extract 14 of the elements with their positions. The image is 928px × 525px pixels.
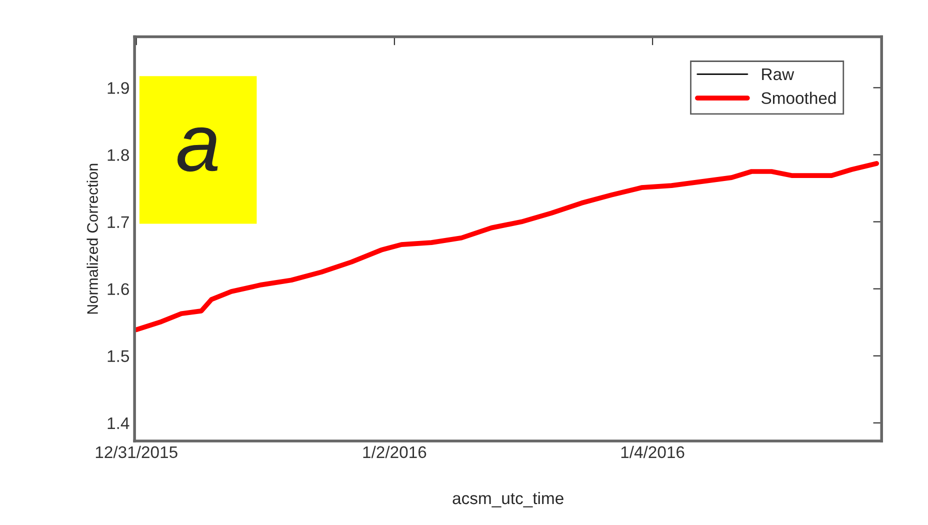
y-tick-label: 1.6 xyxy=(108,283,129,296)
y-tick-label: 1.7 xyxy=(108,216,129,228)
legend-label: Smoothed xyxy=(762,92,836,104)
y-tick-label: 1.9 xyxy=(108,82,129,94)
y-axis-title: Normalized Correction xyxy=(86,164,98,314)
x-tick-label: 12/31/2015 xyxy=(96,446,178,458)
annotation: a xyxy=(177,127,218,172)
y-tick-label: 1.8 xyxy=(108,149,129,161)
legend-label: Raw xyxy=(762,68,794,80)
y-tick-label: 1.5 xyxy=(108,350,129,362)
x-axis-title: acsm_utc_time xyxy=(452,492,564,508)
x-tick-label: 1/4/2016 xyxy=(621,446,684,458)
y-tick-label: 1.4 xyxy=(108,417,130,429)
x-tick-label: 1/2/2016 xyxy=(363,446,426,458)
